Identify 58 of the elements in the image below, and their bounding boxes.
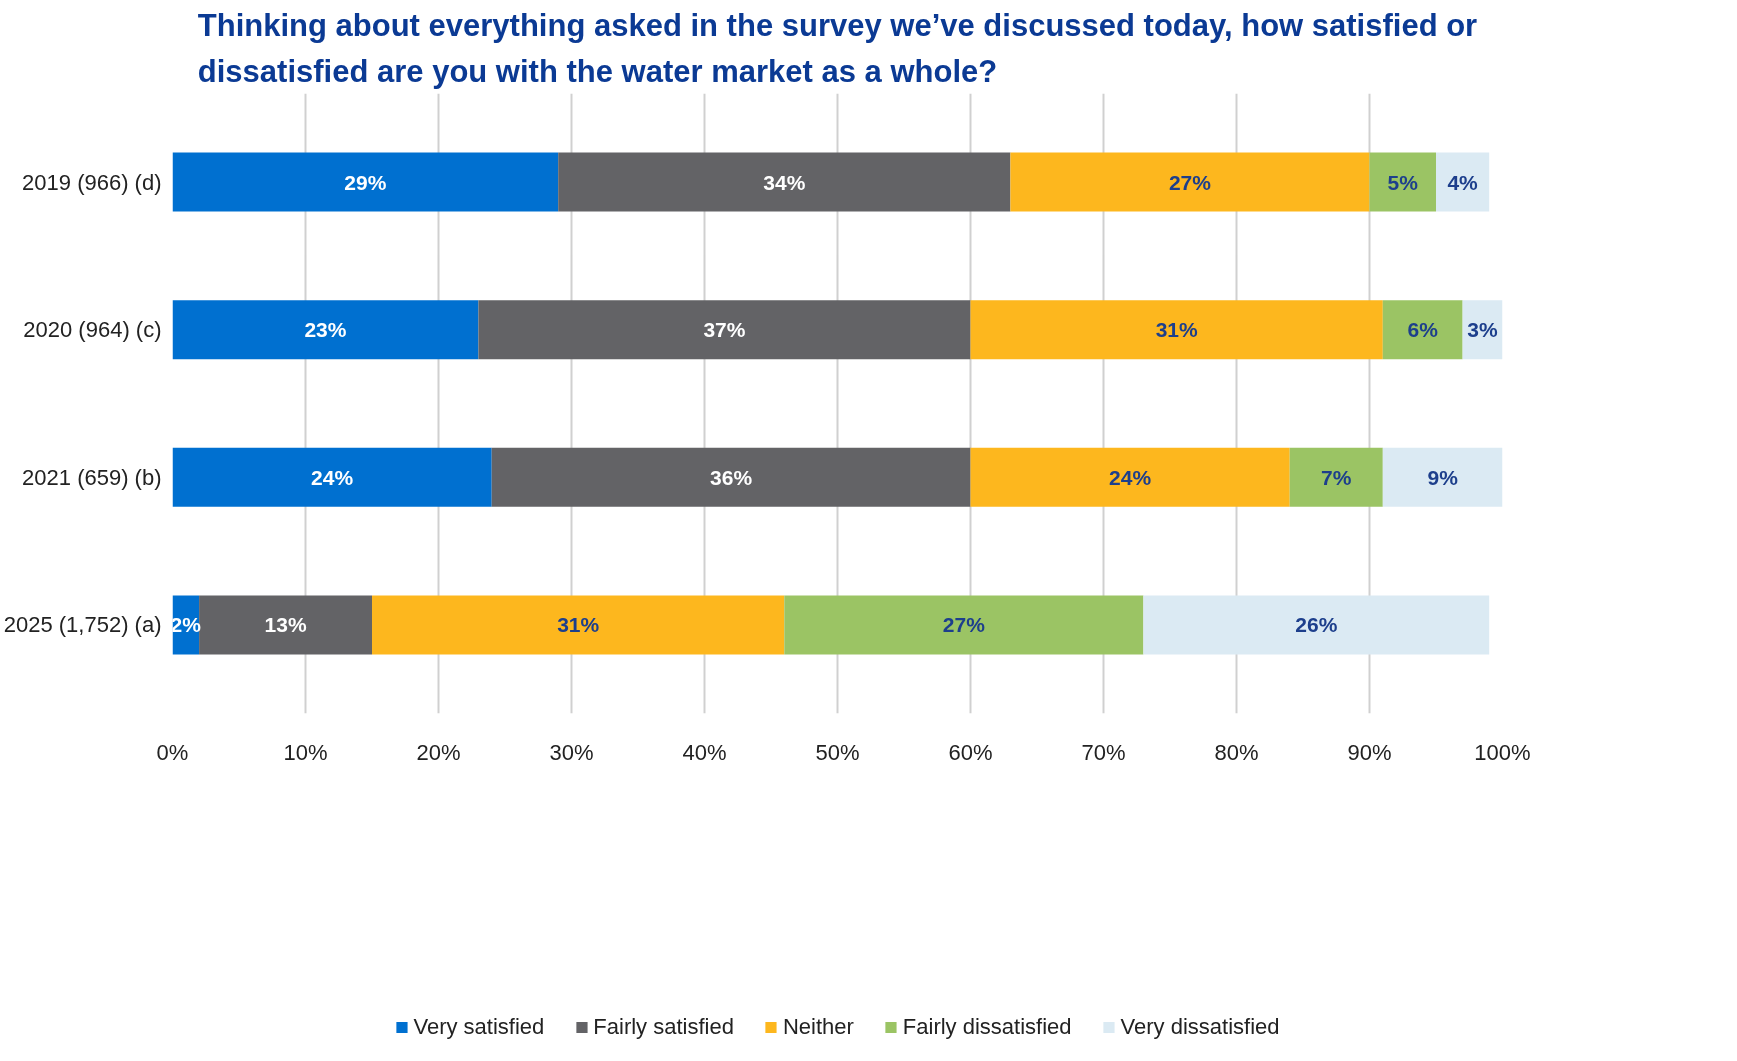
y-tick-label: 2025 (1,752) (a) [3,612,162,638]
data-label: 24% [1109,465,1152,489]
bar [1436,152,1490,212]
data-label: 24% [311,465,354,489]
data-label: 29% [344,170,387,194]
bar [1382,300,1463,360]
x-tick-label: 100% [1474,739,1531,765]
bar [1382,447,1503,507]
legend-label: Fairly dissatisfied [902,1014,1072,1040]
x-tick-label: 20% [416,739,461,765]
bar [970,447,1290,507]
data-label: 31% [1155,318,1198,342]
data-label: 31% [557,613,600,637]
legend-label: Very satisfied [413,1014,545,1040]
x-tick-label: 40% [682,739,727,765]
data-label: 36% [710,465,753,489]
x-tick-label: 90% [1347,739,1392,765]
x-tick-label: 70% [1081,739,1126,765]
legend-label: Neither [782,1014,854,1040]
legend-label: Very dissatisfied [1120,1014,1280,1040]
x-tick-label: 80% [1214,739,1259,765]
data-label: 27% [942,613,986,637]
bar [1369,152,1436,212]
chart-title: Thinking about everything asked in the survey we’ve discussed today, how satisfied or dissatisfied are you with the water market as a whole? [197,8,1478,89]
bar [199,595,372,655]
bar [478,300,971,360]
data-label: 7% [1321,465,1352,489]
data-label: 3% [1467,318,1499,342]
data-label: 27% [1168,170,1212,194]
bar [172,447,492,507]
bar [372,595,785,655]
data-label: 37% [703,318,746,342]
bar [491,447,971,507]
x-tick-label: 10% [283,739,328,765]
y-tick-label: 2019 (966) (d) [22,169,162,195]
bar [172,152,559,212]
data-label: 34% [763,170,806,194]
bar [1289,447,1383,507]
y-tick-label: 2021 (659) (b) [22,464,162,490]
x-tick-label: 30% [549,739,594,765]
data-label: 23% [304,318,347,342]
legend-label: Fairly satisfied [593,1014,734,1040]
x-tick-label: 50% [815,739,860,765]
x-tick-label: 60% [948,739,993,765]
data-label: 26% [1295,613,1338,637]
bar [784,595,1144,655]
data-label: 13% [264,613,307,637]
bar [1143,595,1490,655]
data-label: 9% [1427,465,1459,489]
bar [558,152,1011,212]
x-tick-label: 0% [156,739,189,765]
y-tick-label: 2020 (964) (c) [23,317,162,343]
data-label: 6% [1407,318,1439,342]
bar [1010,152,1370,212]
data-label: 5% [1387,170,1419,194]
bar [970,300,1383,360]
bar [172,300,479,360]
data-label: 4% [1447,170,1479,194]
